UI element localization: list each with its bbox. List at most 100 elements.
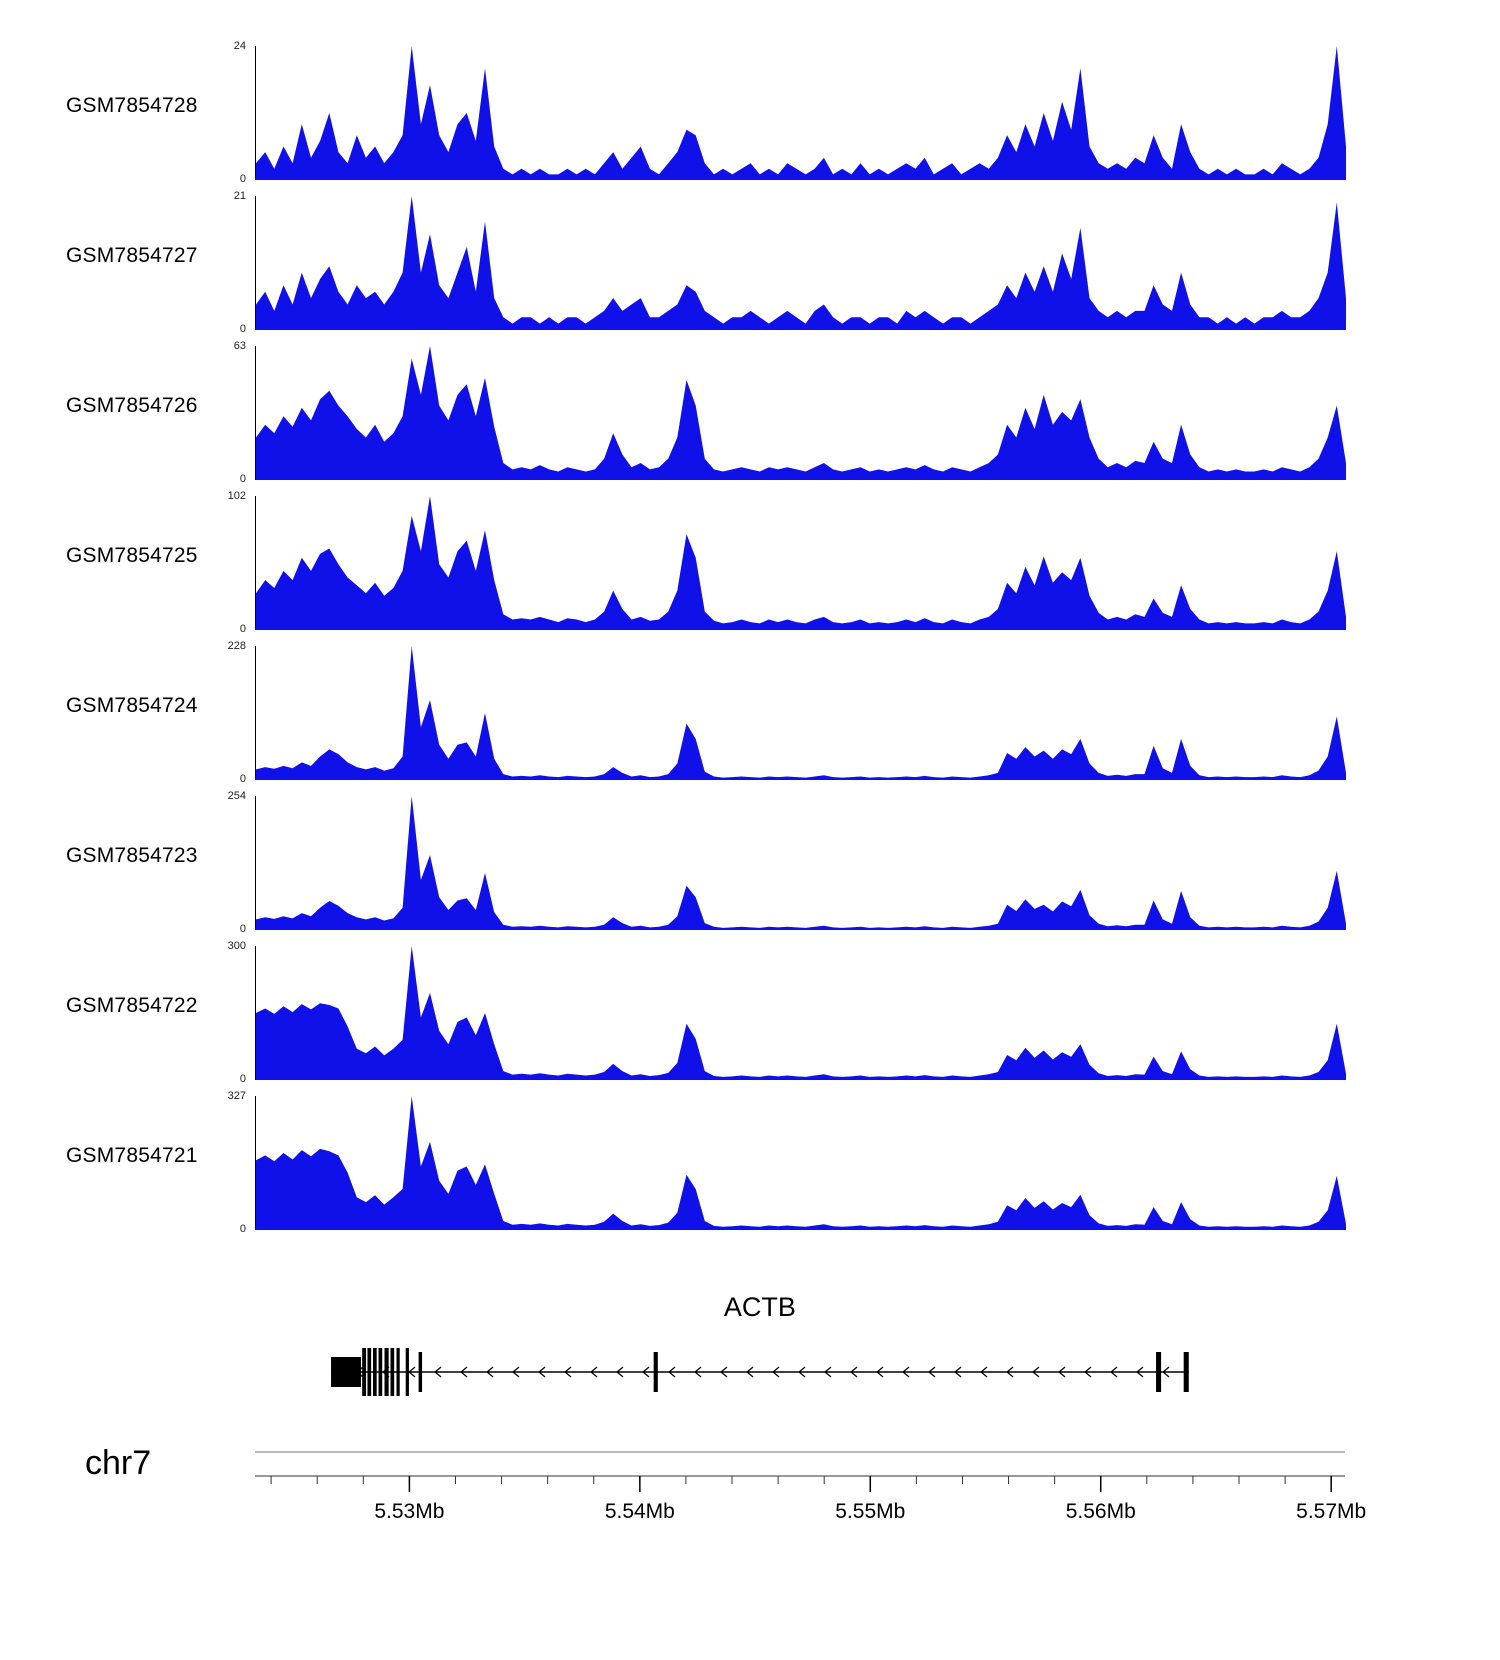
axis-tick-label: 5.55Mb [835,1500,905,1523]
strand-arrow-icon [850,1366,858,1378]
coordinate-section: chr7 5.53Mb 5.54Mb 5.55Mb 5.56Mb 5.57Mb [0,1444,1500,1566]
track-ymin-label: 0 [239,473,246,485]
strand-arrow-icon [772,1366,780,1378]
track-signal-plot [255,946,1346,1080]
exon-block [1156,1352,1162,1392]
track-ymax-label: 254 [227,790,246,802]
exon-block [396,1348,400,1396]
coordinate-axis: 5.53Mb 5.54Mb 5.55Mb 5.56Mb 5.57Mb [255,1451,1366,1523]
exon-block [405,1348,409,1396]
signal-tracks: GSM7854728 24 0 GSM7854727 21 0 GSM7854726 63 0 G… [0,40,1500,1246]
strand-arrow-icon [564,1366,572,1378]
exon-block [362,1348,367,1396]
strand-arrow-icon [954,1366,962,1378]
axis-tick-label: 5.57Mb [1296,1500,1366,1523]
axis-tick-label: 5.53Mb [374,1500,444,1523]
signal-area [256,196,1346,330]
track-signal-plot [255,46,1346,180]
track-ymax-label: 21 [233,190,246,202]
track-signal-plot [255,1096,1346,1230]
strand-arrow-icon [590,1366,598,1378]
strand-arrow-icon [720,1366,728,1378]
signal-area [256,346,1346,480]
track-row: GSM7854727 21 0 [0,190,1500,346]
track-signal-plot [255,646,1346,780]
strand-arrow-icon [980,1366,988,1378]
strand-arrow-icon [694,1366,702,1378]
signal-area [256,46,1346,180]
strand-arrow-icon [668,1366,676,1378]
exon-block [418,1352,423,1392]
signal-area [256,496,1346,630]
strand-arrow-icon [1084,1366,1092,1378]
strand-arrow-icon [408,1366,416,1378]
exon-block [372,1348,377,1396]
strand-arrow-icon [746,1366,754,1378]
signal-area [256,946,1346,1080]
track-label: GSM7854727 [66,244,198,267]
chromosome-label: chr7 [85,1444,152,1482]
strand-arrow-icon [902,1366,910,1378]
strand-arrow-icon [1032,1366,1040,1378]
strand-arrow-icon [460,1366,468,1378]
track-signal-plot [255,796,1346,930]
strand-arrow-icon [876,1366,884,1378]
track-ymax-label: 63 [233,340,246,352]
track-row: GSM7854726 63 0 [0,340,1500,496]
strand-arrow-icon [642,1366,650,1378]
track-row: GSM7854728 24 0 [0,40,1500,196]
track-label: GSM7854725 [66,544,198,567]
track-ymin-label: 0 [239,1073,246,1085]
track-row: GSM7854723 254 0 [0,790,1500,946]
strand-arrow-icon [1006,1366,1014,1378]
track-ymax-label: 24 [233,40,246,52]
track-signal-plot [255,196,1346,330]
signal-area [256,796,1346,930]
exon-block [367,1348,372,1396]
track-row: GSM7854721 327 0 [0,1090,1500,1246]
exon-block [331,1357,362,1387]
strand-arrow-icon [798,1366,806,1378]
exon-block [384,1348,389,1396]
strand-arrow-icon [486,1366,494,1378]
track-signal-plot [255,496,1346,630]
track-signal-plot [255,346,1346,480]
track-label: GSM7854728 [66,94,198,117]
track-label: GSM7854724 [66,694,198,717]
track-ymin-label: 0 [239,923,246,935]
track-ymax-label: 228 [227,640,246,652]
axis-tick-label: 5.54Mb [605,1500,675,1523]
strand-arrow-icon [512,1366,520,1378]
signal-area [256,1096,1346,1230]
gene-model [331,1348,1189,1396]
track-row: GSM7854725 102 0 [0,490,1500,646]
strand-arrow-icon [1162,1366,1170,1378]
strand-arrow-icon [1110,1366,1118,1378]
track-ymax-label: 300 [227,940,246,952]
gene-name-label: ACTB [723,1292,796,1322]
track-ymax-label: 327 [227,1090,246,1102]
track-label: GSM7854726 [66,394,198,417]
strand-arrow-icon [616,1366,624,1378]
exon-block [390,1348,395,1396]
track-ymax-label: 102 [227,490,246,502]
exon-block [653,1352,658,1392]
track-ymin-label: 0 [239,623,246,635]
strand-arrow-icon [824,1366,832,1378]
track-ymin-label: 0 [239,323,246,335]
gene-annotation-track: ACTB [0,1290,1500,1440]
strand-arrow-icon [1136,1366,1144,1378]
signal-area [256,646,1346,780]
track-row: GSM7854722 300 0 [0,940,1500,1096]
track-ymin-label: 0 [239,773,246,785]
axis-tick-label: 5.56Mb [1066,1500,1136,1523]
strand-arrow-icon [928,1366,936,1378]
track-ymin-label: 0 [239,1223,246,1235]
strand-arrow-icon [538,1366,546,1378]
track-label: GSM7854721 [66,1144,198,1167]
exon-block [1183,1352,1189,1392]
track-label: GSM7854723 [66,844,198,867]
strand-arrow-icon [1058,1366,1066,1378]
track-ymin-label: 0 [239,173,246,185]
